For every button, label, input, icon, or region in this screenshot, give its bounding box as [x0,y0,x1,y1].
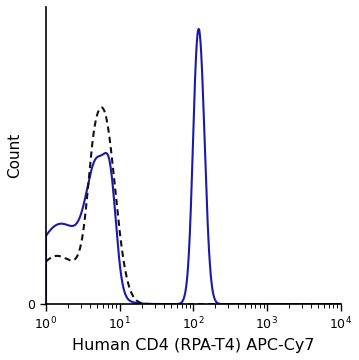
X-axis label: Human CD4 (RPA-T4) APC-Cy7: Human CD4 (RPA-T4) APC-Cy7 [72,338,314,353]
Y-axis label: Count: Count [7,133,22,178]
